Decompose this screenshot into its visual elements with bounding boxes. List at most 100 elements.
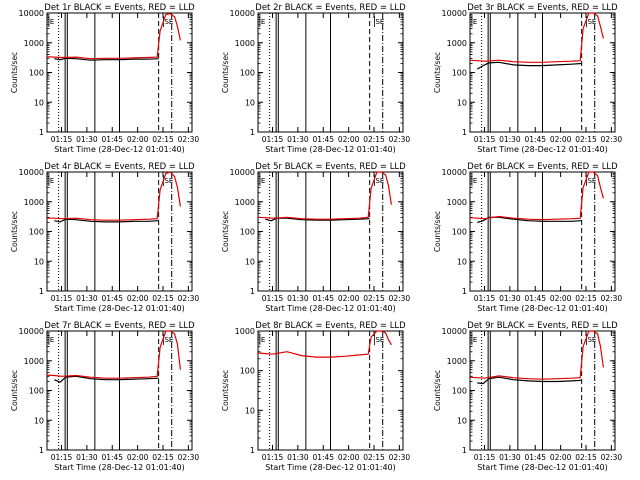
y-tick-label: 1 (39, 287, 44, 296)
x-tick-label: 01:45 (101, 453, 123, 462)
x-tick-label: 01:15 (262, 453, 284, 462)
x-axis-label: Start Time (28-Dec-12 01:01:40) (477, 145, 608, 154)
chart-panel: Det 6r BLACK = Events, RED = LLD10000100… (433, 162, 622, 313)
y-tick-label: 1000 (447, 357, 467, 366)
bracket-label: E (50, 177, 54, 185)
x-tick-label: 01:30 (76, 135, 98, 144)
x-tick-label: 01:30 (499, 294, 521, 303)
y-tick-label: 10 (457, 257, 467, 266)
chart-panel: Det 9r BLACK = Events, RED = LLD10000100… (433, 321, 622, 472)
bracket-label: E (473, 177, 477, 185)
x-axis-label: Start Time (28-Dec-12 01:01:40) (54, 304, 185, 313)
y-tick-label: 10 (34, 257, 44, 266)
y-tick-label: 1000 (235, 198, 255, 207)
x-tick-label: 02:00 (338, 294, 360, 303)
x-tick-label: 02:15 (363, 453, 385, 462)
x-tick-label: 01:45 (101, 294, 123, 303)
x-tick-label: 01:45 (101, 135, 123, 144)
chart-title: Det 3r BLACK = Events, RED = LLD (467, 3, 618, 13)
bracket-label: SE (164, 18, 173, 26)
x-axis-label: Start Time (28-Dec-12 01:01:40) (477, 463, 608, 472)
x-tick-label: 01:15 (474, 294, 496, 303)
chart-title: Det 2r BLACK = Events, RED = LLD (255, 3, 406, 13)
y-tick-label: 1 (39, 446, 44, 455)
y-tick-label: 1 (462, 446, 467, 455)
y-tick-label: 1000 (235, 39, 255, 48)
x-tick-label: 02:30 (601, 294, 623, 303)
y-tick-label: 1000 (24, 39, 44, 48)
lld-series-line (469, 330, 604, 380)
x-axis-label: Start Time (28-Dec-12 01:01:40) (54, 463, 185, 472)
x-tick-label: 02:30 (389, 135, 411, 144)
y-tick-label: 100 (29, 69, 44, 78)
y-tick-label: 10000 (442, 168, 467, 177)
y-tick-label: 1 (250, 446, 255, 455)
x-tick-label: 01:15 (262, 294, 284, 303)
y-tick-label: 100 (29, 387, 44, 396)
chart-title: Det 1r BLACK = Events, RED = LLD (44, 3, 195, 13)
x-tick-label: 01:30 (287, 135, 309, 144)
y-tick-label: 100 (240, 228, 255, 237)
lld-series-line (257, 171, 392, 220)
x-tick-label: 01:45 (312, 294, 334, 303)
chart-title: Det 8r BLACK = Events, RED = LLD (255, 321, 406, 331)
x-tick-label: 02:00 (550, 453, 572, 462)
x-tick-label: 02:00 (338, 453, 360, 462)
y-axis-label: Counts/sec (221, 52, 230, 93)
events-series-line (54, 375, 159, 383)
x-tick-label: 02:00 (550, 294, 572, 303)
x-tick-label: 02:30 (389, 453, 411, 462)
chart-panel: Det 3r BLACK = Events, RED = LLD10000100… (433, 3, 622, 154)
x-tick-label: 01:15 (474, 135, 496, 144)
y-tick-label: 10 (34, 416, 44, 425)
x-tick-label: 02:15 (575, 453, 597, 462)
bracket-label: E (261, 18, 265, 26)
events-series-line (476, 61, 582, 70)
bracket-label: E (261, 177, 265, 185)
y-tick-label: 100 (29, 228, 44, 237)
x-tick-label: 02:30 (178, 294, 200, 303)
y-tick-label: 10 (34, 98, 44, 107)
y-axis-label: Counts/sec (433, 52, 442, 93)
bracket-label: SE (587, 18, 596, 26)
y-tick-label: 1000 (235, 327, 255, 336)
lld-series-line (46, 13, 181, 60)
y-axis-label: Counts/sec (10, 370, 19, 411)
bracket-label: SE (587, 336, 596, 344)
chart-panel: Det 1r BLACK = Events, RED = LLD10000100… (10, 3, 199, 154)
x-tick-label: 02:30 (601, 135, 623, 144)
bracket-label: SE (164, 336, 173, 344)
x-tick-label: 02:00 (550, 135, 572, 144)
chart-title: Det 4r BLACK = Events, RED = LLD (44, 162, 195, 172)
lld-series-line (469, 171, 604, 221)
x-tick-label: 02:30 (601, 453, 623, 462)
x-axis-label: Start Time (28-Dec-12 01:01:40) (265, 304, 396, 313)
y-tick-label: 10 (245, 257, 255, 266)
events-series-line (54, 218, 159, 223)
x-tick-label: 01:30 (76, 294, 98, 303)
x-tick-label: 01:45 (524, 294, 546, 303)
x-tick-label: 01:30 (499, 135, 521, 144)
y-axis-label: Counts/sec (433, 370, 442, 411)
x-tick-label: 02:15 (363, 135, 385, 144)
x-tick-label: 01:30 (287, 294, 309, 303)
y-tick-label: 10000 (230, 168, 255, 177)
y-tick-label: 100 (452, 387, 467, 396)
lld-series-line (47, 171, 181, 221)
x-tick-label: 02:15 (575, 135, 597, 144)
y-tick-label: 1 (462, 287, 467, 296)
events-series-line (477, 376, 582, 385)
chart-panel: Det 8r BLACK = Events, RED = LLD10001001… (221, 321, 410, 472)
x-tick-label: 01:15 (51, 135, 73, 144)
x-tick-label: 01:15 (51, 294, 73, 303)
bracket-label: SE (375, 18, 384, 26)
x-tick-label: 02:30 (178, 453, 200, 462)
y-tick-label: 10000 (442, 327, 467, 336)
y-axis-label: Counts/sec (10, 211, 19, 252)
x-tick-label: 01:15 (51, 453, 73, 462)
x-axis-label: Start Time (28-Dec-12 01:01:40) (54, 145, 185, 154)
x-tick-label: 01:30 (287, 453, 309, 462)
bracket-label: SE (375, 336, 384, 344)
